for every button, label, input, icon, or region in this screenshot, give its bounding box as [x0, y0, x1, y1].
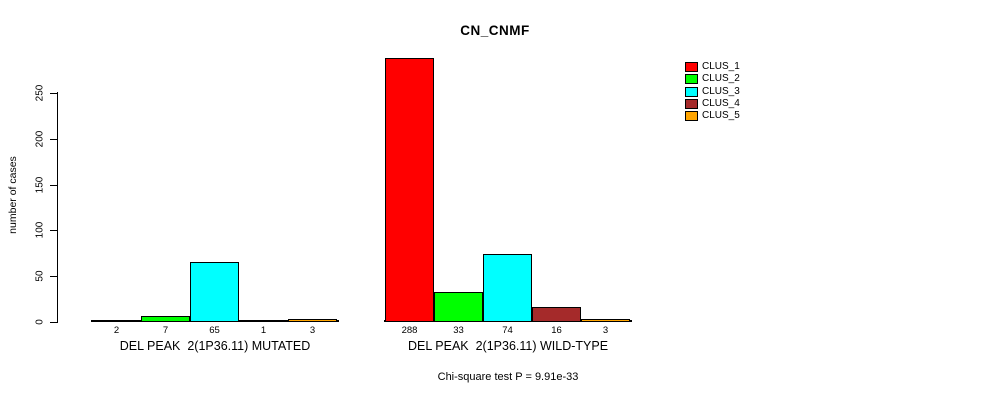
- group-label-wild-type: DEL PEAK 2(1P36.11) WILD-TYPE: [407, 339, 609, 353]
- legend-swatch-clus5: [685, 111, 698, 122]
- legend: CLUS_1 CLUS_2 CLUS_3 CLUS_4 CLUS_5: [685, 61, 740, 122]
- bar-count-label: 65: [209, 325, 220, 336]
- legend-item-clus1: CLUS_1: [685, 61, 740, 73]
- y-axis-tick: [50, 93, 57, 94]
- bar-group2-clus5: [581, 319, 630, 322]
- bar-count-label: 3: [602, 325, 609, 336]
- legend-label: CLUS_4: [702, 98, 740, 110]
- legend-swatch-clus3: [685, 86, 698, 97]
- y-axis-tick: [50, 276, 57, 277]
- legend-swatch-clus2: [685, 74, 698, 85]
- bar-group2-clus4: [532, 307, 581, 322]
- group-label-mutated: DEL PEAK 2(1P36.11) MUTATED: [119, 339, 311, 353]
- bar-group1-clus4: [239, 320, 288, 322]
- y-axis-tick: [50, 322, 57, 323]
- bar-count-label: 74: [502, 325, 513, 336]
- legend-item-clus5: CLUS_5: [685, 110, 740, 122]
- bar-count-label: 7: [162, 325, 169, 336]
- bar-count-label: 1: [260, 325, 267, 336]
- bar-group2-clus3: [483, 254, 532, 322]
- bar-group2-clus2: [434, 292, 483, 322]
- y-axis-line: [57, 92, 58, 323]
- y-axis-tick: [50, 230, 57, 231]
- y-axis-tick: [50, 139, 57, 140]
- legend-label: CLUS_3: [702, 85, 740, 97]
- legend-label: CLUS_2: [702, 73, 740, 85]
- legend-swatch-clus4: [685, 99, 698, 110]
- y-axis-tick: [50, 185, 57, 186]
- chart-title: CN_CNMF: [460, 23, 530, 38]
- bar-count-label: 16: [551, 325, 562, 336]
- bar-count-label: 2: [113, 325, 120, 336]
- bar-group1-clus5: [288, 319, 337, 322]
- bar-group1-clus2: [141, 316, 190, 322]
- bar-count-label: 33: [453, 325, 464, 336]
- bar-group1-clus3: [190, 262, 239, 322]
- legend-label: CLUS_5: [702, 110, 740, 122]
- legend-item-clus2: CLUS_2: [685, 73, 740, 85]
- bar-group1-clus1: [92, 320, 141, 322]
- bar-count-label: 3: [309, 325, 316, 336]
- legend-item-clus4: CLUS_4: [685, 98, 740, 110]
- legend-swatch-clus1: [685, 62, 698, 73]
- legend-label: CLUS_1: [702, 61, 740, 73]
- bar-group2-clus1: [385, 58, 434, 322]
- chi-square-annotation: Chi-square test P = 9.91e-33: [437, 371, 579, 383]
- bar-count-label: 288: [401, 325, 418, 336]
- legend-item-clus3: CLUS_3: [685, 86, 740, 98]
